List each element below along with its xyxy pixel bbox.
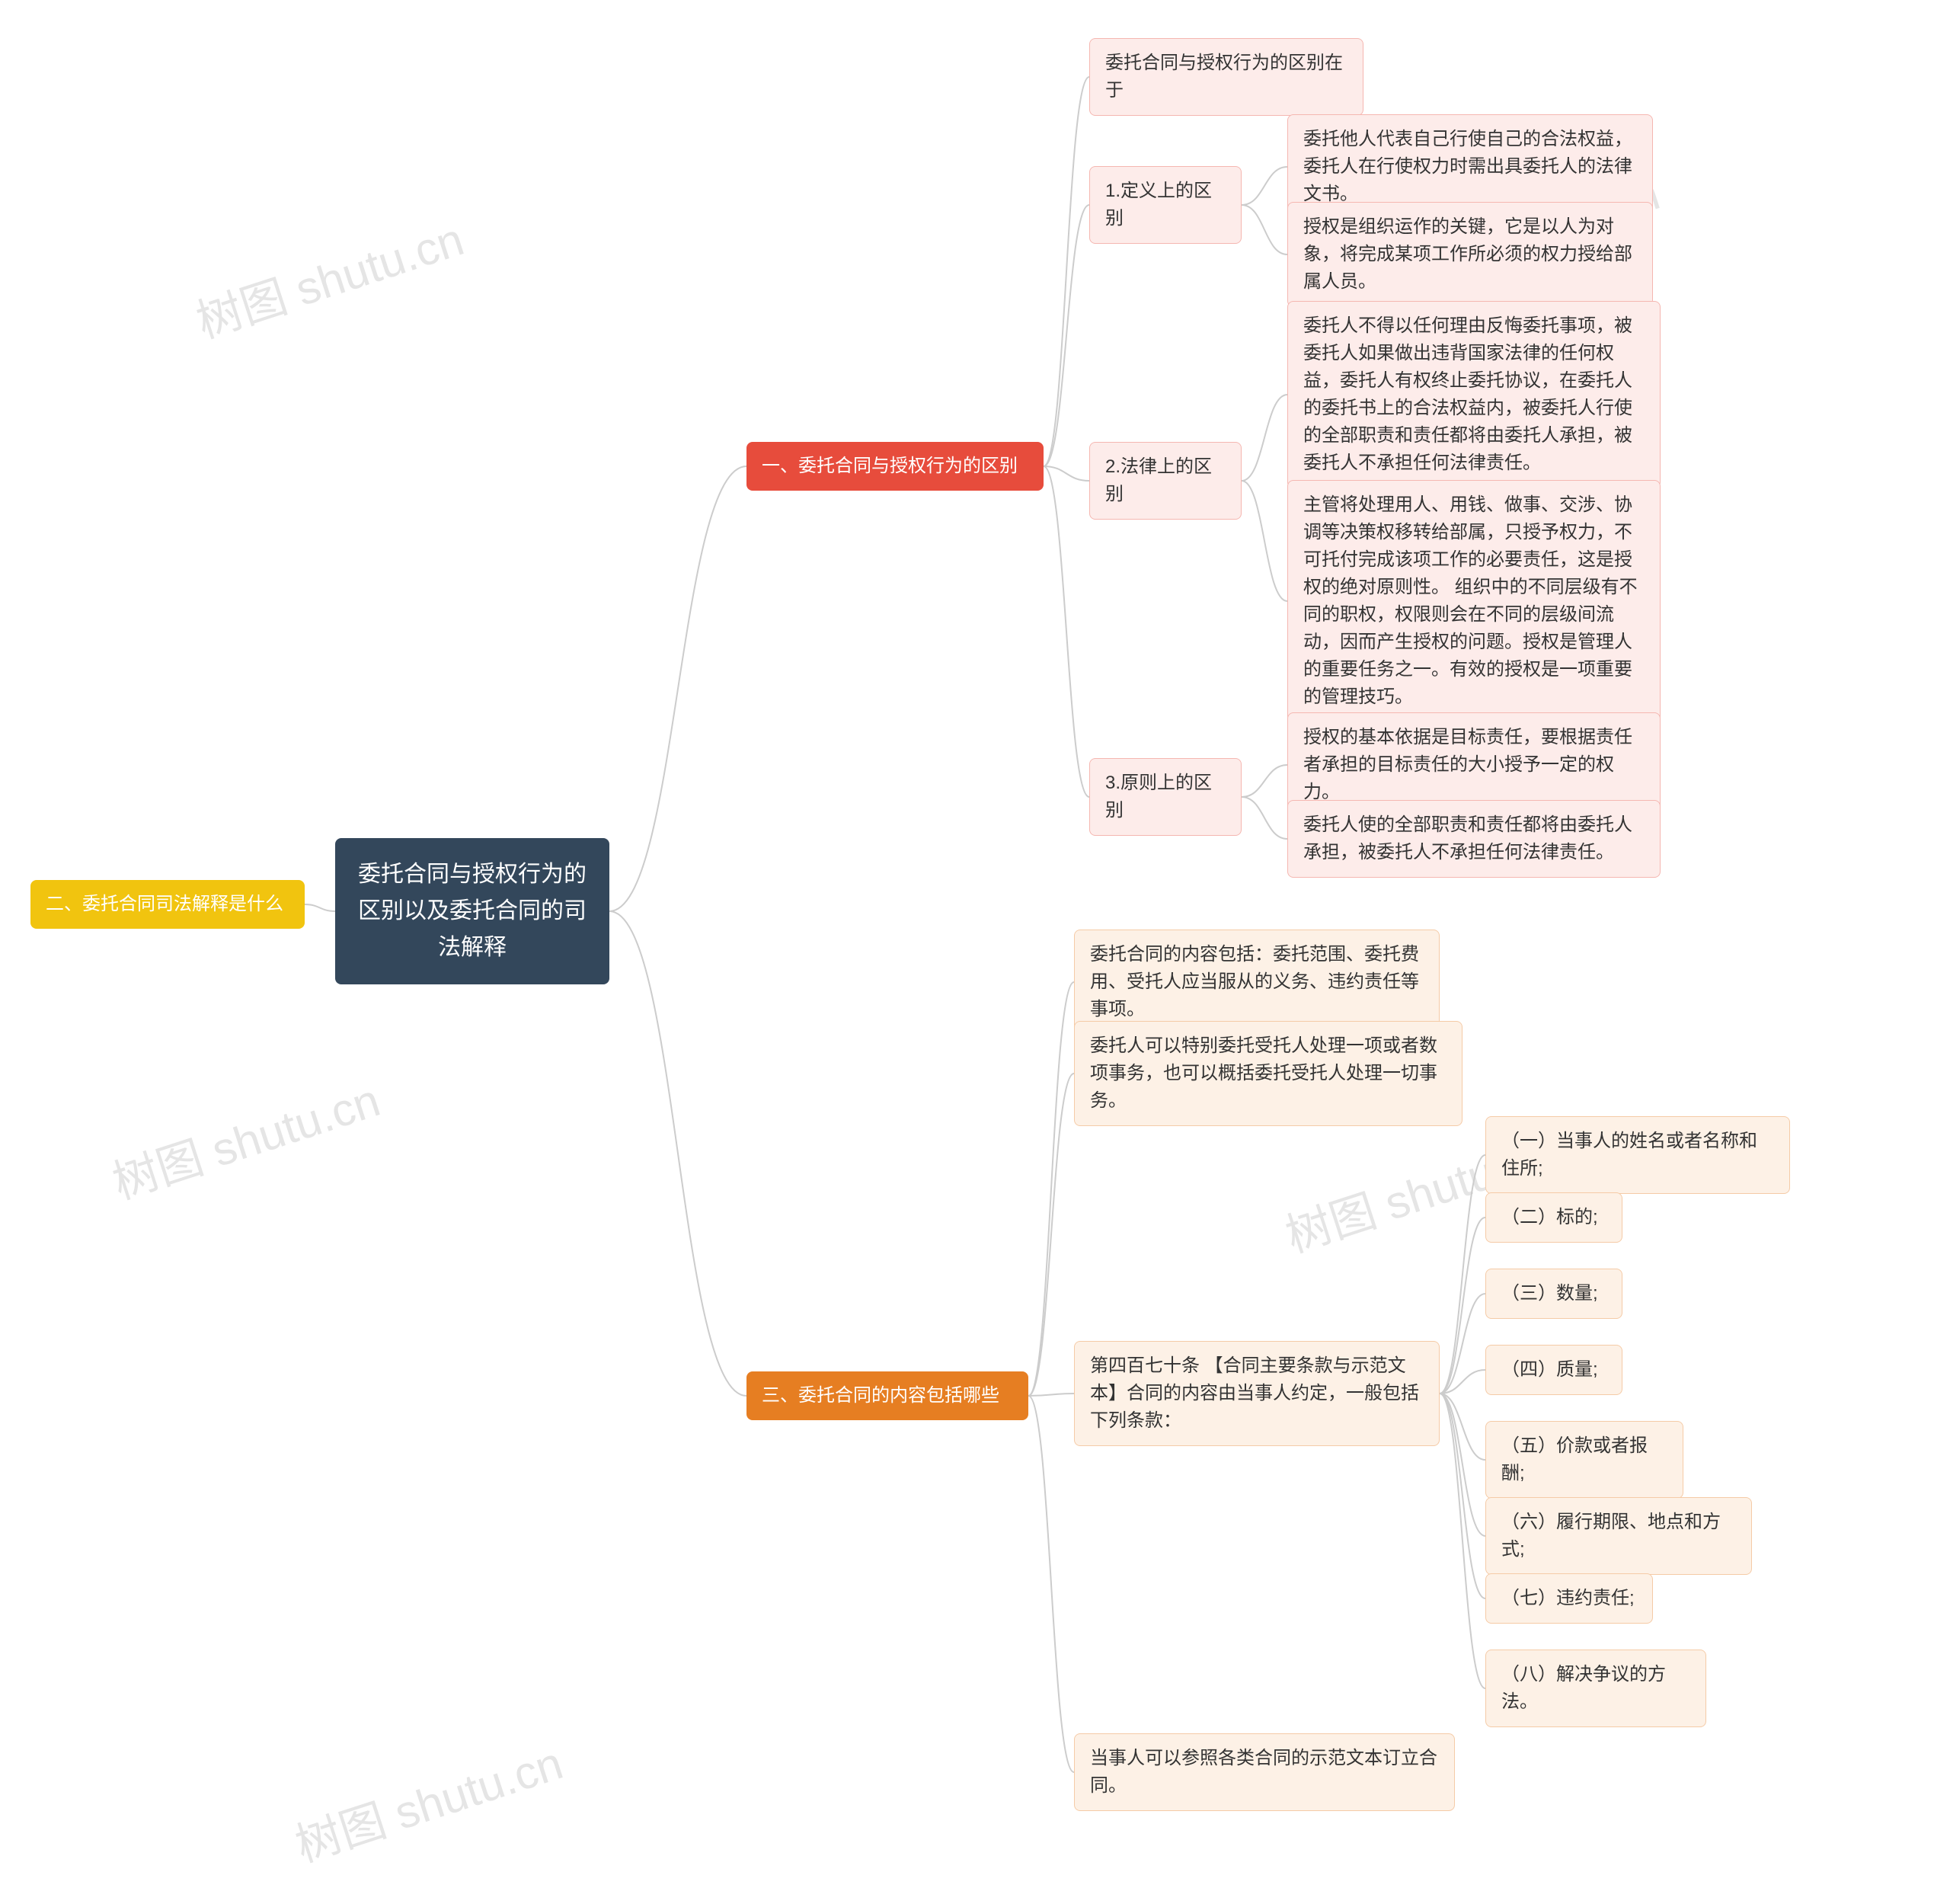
node-3-c-7: （七）违约责任; <box>1485 1573 1653 1624</box>
watermark: 树图 shutu.cn <box>187 203 471 351</box>
node-1-principle-2: 委托人使的全部职责和责任都将由委托人承担，被委托人不承担任何法律责任。 <box>1287 800 1661 878</box>
node-1-law-1: 委托人不得以任何理由反悔委托事项，被委托人如果做出违背国家法律的任何权益，委托人… <box>1287 301 1661 488</box>
node-3-a: 委托合同的内容包括：委托范围、委托费用、受托人应当服从的义务、违约责任等事项。 <box>1074 930 1440 1035</box>
section-2: 二、委托合同司法解释是什么 <box>30 880 305 929</box>
node-3-c-8: （八）解决争议的方法。 <box>1485 1650 1706 1727</box>
node-3-c-4: （四）质量; <box>1485 1345 1622 1395</box>
node-1-law-2: 主管将处理用人、用钱、做事、交涉、协调等决策权移转给部属，只授予权力，不可托付完… <box>1287 480 1661 722</box>
connector-layer <box>0 0 1950 1904</box>
node-1-principle: 3.原则上的区别 <box>1089 758 1242 836</box>
node-3-c-2: （二）标的; <box>1485 1192 1622 1243</box>
node-1-def-2: 授权是组织运作的关键，它是以人为对象，将完成某项工作所必须的权力授给部属人员。 <box>1287 202 1653 307</box>
node-3-c-6: （六）履行期限、地点和方式; <box>1485 1497 1752 1575</box>
node-3-d: 当事人可以参照各类合同的示范文本订立合同。 <box>1074 1733 1455 1811</box>
node-1-intro: 委托合同与授权行为的区别在于 <box>1089 38 1363 116</box>
node-1-law: 2.法律上的区别 <box>1089 442 1242 520</box>
node-3-c-3: （三）数量; <box>1485 1269 1622 1319</box>
watermark: 树图 shutu.cn <box>103 1064 387 1212</box>
node-3-c-5: （五）价款或者报酬; <box>1485 1421 1683 1499</box>
section-1: 一、委托合同与授权行为的区别 <box>746 442 1044 491</box>
watermark: 树图 shutu.cn <box>286 1726 570 1875</box>
node-3-b: 委托人可以特别委托受托人处理一项或者数项事务，也可以概括委托受托人处理一切事务。 <box>1074 1021 1462 1126</box>
node-1-def: 1.定义上的区别 <box>1089 166 1242 244</box>
root-node: 委托合同与授权行为的区别以及委托合同的司法解释 <box>335 838 609 984</box>
section-3: 三、委托合同的内容包括哪些 <box>746 1371 1028 1420</box>
node-3-c: 第四百七十条 【合同主要条款与示范文本】合同的内容由当事人约定，一般包括下列条款… <box>1074 1341 1440 1446</box>
node-3-c-1: （一）当事人的姓名或者名称和住所; <box>1485 1116 1790 1194</box>
